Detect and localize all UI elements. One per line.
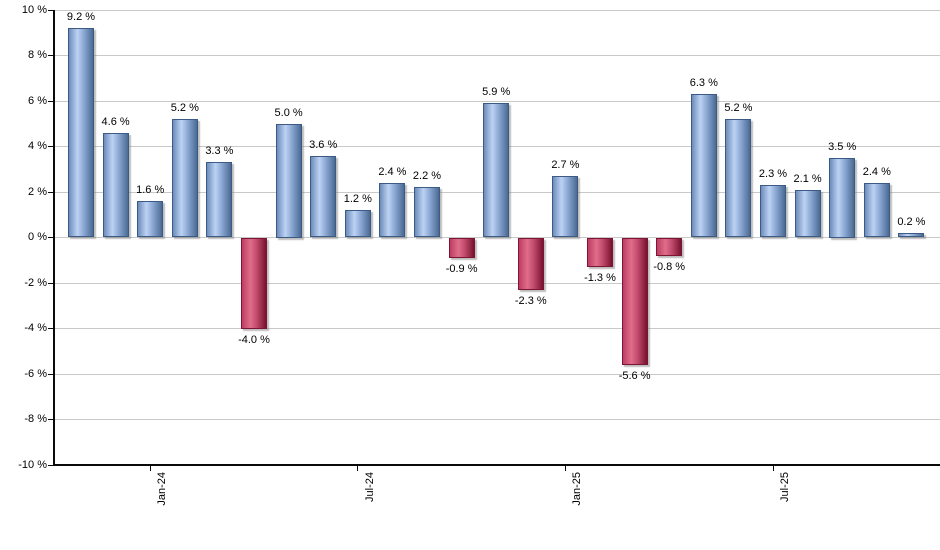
- x-tick-mark: [357, 465, 359, 471]
- y-tick-mark: [48, 237, 54, 238]
- x-tick-label-text: Jul-25: [779, 472, 791, 502]
- y-tick-mark: [48, 373, 54, 375]
- bar: [794, 189, 821, 238]
- bar: [344, 210, 371, 238]
- gridline: [55, 419, 940, 420]
- bar-value-label: -1.3 %: [584, 272, 616, 285]
- bar-value-label: 4.6 %: [101, 115, 130, 128]
- gridline: [55, 237, 940, 238]
- x-tick-label-text: Jan-24: [156, 472, 169, 506]
- x-tick-mark: [772, 465, 774, 471]
- y-tick-label: 6 %: [28, 94, 47, 107]
- bar: [483, 103, 510, 238]
- bar: [517, 237, 544, 290]
- bar: [448, 237, 475, 258]
- y-tick-mark: [48, 191, 54, 193]
- bar: [206, 162, 233, 238]
- bar: [587, 237, 613, 268]
- y-tick-label: 2 %: [28, 185, 47, 198]
- bar-value-label: 2.4 %: [378, 165, 407, 178]
- y-tick-label: -2 %: [24, 276, 47, 289]
- bar-value-label: 1.2 %: [343, 193, 372, 206]
- bar: [760, 185, 786, 238]
- bar-value-label: 3.3 %: [205, 145, 234, 158]
- y-tick-mark: [48, 419, 54, 420]
- bar-value-label: 9.2 %: [66, 11, 96, 24]
- bar-value-label: 2.1 %: [793, 172, 822, 185]
- y-tick-label: -8 %: [24, 413, 47, 425]
- bar-value-label: 5.0 %: [274, 106, 303, 119]
- y-tick-label: 4 %: [28, 140, 47, 152]
- gridline: [55, 55, 940, 56]
- bar: [171, 119, 198, 238]
- bar: [102, 132, 129, 238]
- bar: [690, 94, 717, 238]
- gridline: [55, 328, 940, 329]
- gridline: [55, 9, 940, 11]
- bar: [898, 232, 925, 238]
- bar-value-label: 6.3 %: [689, 77, 718, 90]
- y-tick-mark: [48, 146, 54, 147]
- gridline: [55, 282, 940, 284]
- bar-value-label: 2.4 %: [862, 165, 891, 178]
- bar: [621, 237, 648, 365]
- bar: [310, 155, 337, 238]
- y-tick-mark: [48, 282, 54, 284]
- bar-value-label: 0.2 %: [897, 215, 926, 228]
- bar: [829, 157, 856, 238]
- bar-value-label: 3.6 %: [309, 138, 338, 151]
- bar-value-label: -2.3 %: [514, 294, 547, 307]
- y-axis-line: [53, 10, 55, 465]
- bar: [379, 182, 406, 238]
- y-tick-label: -6 %: [24, 367, 47, 380]
- y-tick-label: 0 %: [28, 231, 47, 243]
- bar: [656, 237, 683, 256]
- bar: [275, 123, 302, 238]
- bar-value-label: -4.0 %: [238, 333, 270, 346]
- x-tick-mark: [564, 465, 566, 471]
- x-tick-label-text: Jan-25: [571, 472, 584, 506]
- y-tick-label: -4 %: [24, 322, 47, 334]
- y-tick-mark: [48, 328, 54, 329]
- bar-value-label: 2.3 %: [758, 168, 788, 181]
- bar: [863, 182, 890, 238]
- bar: [241, 237, 267, 329]
- bar: [68, 28, 94, 238]
- bar-value-label: 5.9 %: [482, 86, 511, 99]
- y-tick-mark: [48, 100, 54, 102]
- y-tick-mark: [48, 464, 54, 466]
- bar-value-label: 1.6 %: [136, 184, 165, 197]
- bar-value-label: -5.6 %: [618, 369, 651, 382]
- y-tick-label: -10 %: [18, 458, 47, 471]
- x-axis-line: [53, 464, 940, 466]
- bar-value-label: 5.2 %: [724, 102, 753, 115]
- bar: [414, 187, 440, 238]
- bar-value-label: 5.2 %: [170, 102, 199, 115]
- bar-value-label: 2.2 %: [412, 170, 442, 183]
- gridline: [55, 100, 940, 102]
- y-tick-label: 10 %: [21, 3, 47, 16]
- bar-value-label: -0.8 %: [653, 260, 686, 273]
- bar-value-label: -0.9 %: [445, 262, 478, 275]
- gridline: [55, 373, 940, 375]
- y-tick-mark: [48, 55, 54, 56]
- bar: [137, 201, 164, 238]
- bar: [725, 119, 752, 238]
- y-tick-mark: [48, 9, 54, 11]
- bar: [552, 176, 579, 238]
- bar-value-label: 2.7 %: [551, 159, 580, 172]
- x-tick-label-text: Jul-24: [363, 472, 376, 502]
- bar-value-label: 3.5 %: [828, 140, 857, 153]
- y-tick-label: 8 %: [28, 49, 47, 61]
- x-tick-mark: [149, 465, 151, 471]
